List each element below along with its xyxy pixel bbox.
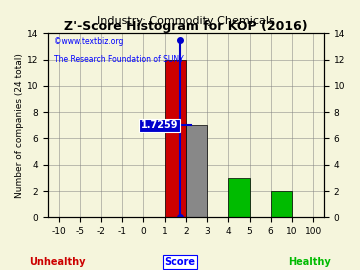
Bar bbox=[165, 60, 186, 217]
Bar bbox=[228, 178, 249, 217]
Text: Unhealthy: Unhealthy bbox=[29, 257, 85, 267]
Title: Z'-Score Histogram for KOP (2016): Z'-Score Histogram for KOP (2016) bbox=[64, 20, 308, 33]
Bar bbox=[271, 191, 292, 217]
Text: Healthy: Healthy bbox=[288, 257, 331, 267]
Text: The Research Foundation of SUNY: The Research Foundation of SUNY bbox=[54, 55, 183, 65]
Text: 1.7259: 1.7259 bbox=[141, 120, 178, 130]
Bar bbox=[186, 125, 207, 217]
Text: Score: Score bbox=[165, 257, 195, 267]
Y-axis label: Number of companies (24 total): Number of companies (24 total) bbox=[15, 53, 24, 198]
Text: ©www.textbiz.org: ©www.textbiz.org bbox=[54, 37, 123, 46]
Text: Industry: Commodity Chemicals: Industry: Commodity Chemicals bbox=[97, 16, 275, 26]
